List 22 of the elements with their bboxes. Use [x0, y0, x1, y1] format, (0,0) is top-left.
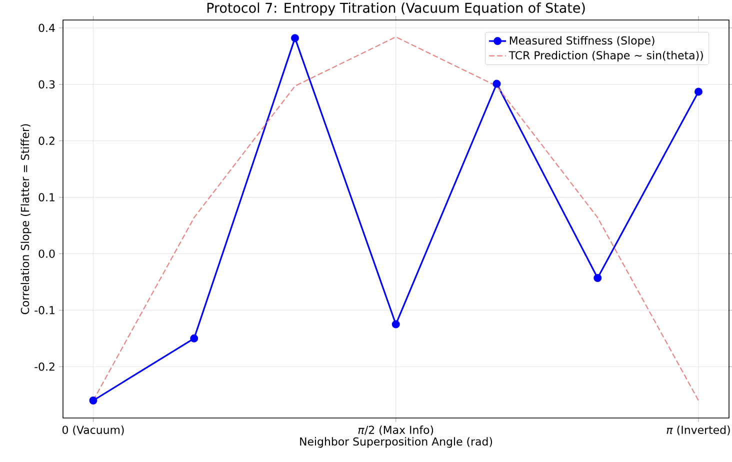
point [594, 274, 602, 282]
y-tick-label: -0.1 [34, 306, 54, 314]
point [694, 88, 702, 96]
point [190, 334, 198, 342]
point [89, 396, 98, 404]
x-tick-label: π/2 (Max Info) [358, 426, 434, 436]
point [290, 34, 299, 42]
y-tick-label: 0.0 [38, 250, 55, 258]
y-tick-label: 0.3 [38, 80, 55, 88]
x-tick-label: π (Inverted) [666, 426, 730, 436]
y-tick-label: 0.4 [38, 24, 55, 32]
chart-title: Protocol 7: Entropy Titration (Vacuum Equation of State) [207, 2, 585, 16]
y-tick-label: 0.2 [38, 136, 54, 145]
y-axis-title: Correlation Slope (Flatter = Stiffer) [20, 124, 32, 314]
point [492, 80, 501, 88]
legend-label: Measured Stiffness (Slope) [510, 36, 654, 47]
y-tick-label: -0.2 [34, 362, 54, 371]
x-tick-label: 0 (Vacuum) [62, 426, 124, 436]
y-tick-label: 0.1 [38, 193, 54, 202]
x-axis-title: Neighbor Superposition Angle (rad) [300, 437, 492, 448]
legend-label: TCR Prediction (Shape ~ sin(theta)) [508, 50, 703, 62]
point [392, 320, 400, 328]
